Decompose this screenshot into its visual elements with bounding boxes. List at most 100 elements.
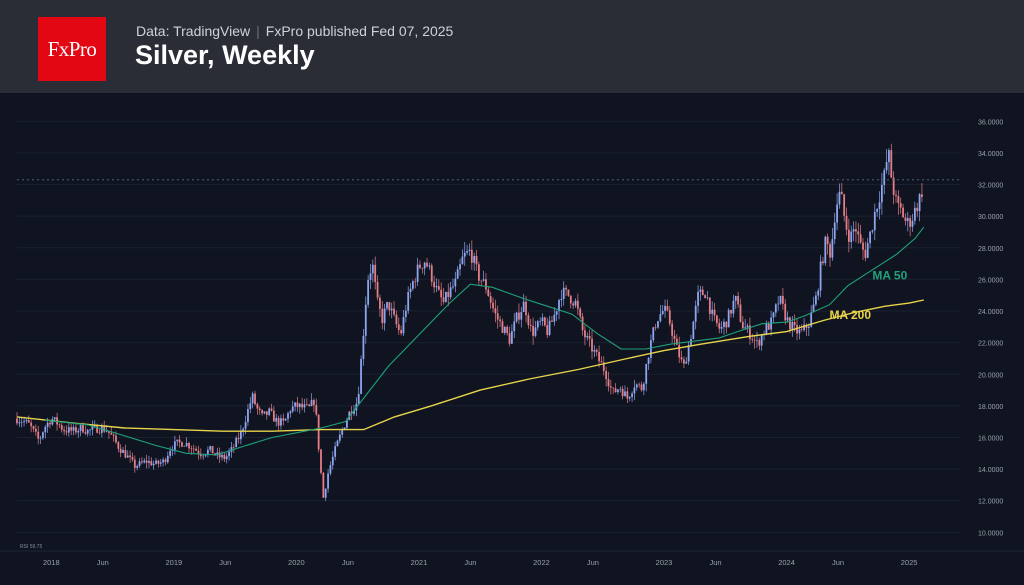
candle-down (614, 388, 617, 393)
candle-up (171, 450, 174, 451)
candle-up (746, 325, 749, 328)
candle-up (555, 311, 558, 315)
candle-down (741, 321, 744, 329)
candle-down (308, 404, 311, 406)
x-tick-label: 2023 (656, 558, 673, 567)
candle-up (772, 312, 775, 318)
price-chart[interactable]: 10.0000 12.0000 14.0000 16.0000 18.0000 20.00… (0, 93, 1024, 585)
candle-up (371, 264, 374, 274)
candle-up (876, 208, 879, 212)
candle-down (671, 323, 674, 336)
candle-up (650, 340, 652, 358)
candle-down (800, 329, 803, 331)
x-tick-label: 2020 (288, 558, 305, 567)
candle-up (324, 488, 327, 498)
x-tick-label: Jun (832, 558, 844, 567)
candle-up (548, 320, 551, 335)
candle-down (822, 261, 824, 264)
candle-down (683, 359, 685, 364)
header-bar: FxPro Data: TradingView | FxPro published … (0, 0, 1024, 93)
candle-down (753, 339, 756, 341)
candle-down (211, 446, 214, 454)
candle-up (341, 429, 344, 435)
candle-up (249, 403, 252, 410)
candle-down (475, 255, 478, 265)
grid (0, 120, 1024, 552)
x-tick-label: Jun (97, 558, 109, 567)
candle-up (230, 446, 233, 452)
y-tick-label: 30.0000 (978, 214, 1003, 221)
candle-down (673, 335, 676, 339)
candle-up (631, 393, 633, 398)
candle-up (428, 265, 431, 267)
candle-up (209, 446, 212, 450)
candle-down (529, 325, 532, 326)
candle-up (664, 305, 666, 311)
candle-down (400, 330, 403, 334)
candle-down (847, 229, 850, 242)
candle-down (96, 425, 99, 433)
candle-up (364, 304, 367, 336)
candle-up (89, 429, 91, 431)
x-axis: 2018 Jun 2019 Jun 2020 Jun 2021 Jun 2022 Jun 2023 J… (43, 558, 917, 567)
candle-down (758, 340, 761, 346)
candle-down (157, 460, 160, 464)
candle-up (727, 310, 730, 328)
candle-down (296, 402, 299, 408)
candle-down (218, 452, 221, 458)
candle-down (607, 379, 610, 387)
candle-up (906, 218, 909, 222)
candle-up (346, 420, 348, 428)
candle-down (393, 308, 395, 315)
candle-down (395, 314, 398, 325)
candle-up (23, 421, 25, 423)
candle-down (70, 427, 73, 431)
candle-up (329, 465, 332, 474)
candle-down (508, 333, 511, 344)
candle-up (79, 425, 82, 431)
candle-down (232, 446, 235, 448)
candle-up (122, 449, 124, 453)
candle-down (518, 312, 520, 320)
candle-down (598, 351, 600, 362)
candle-up (852, 229, 855, 232)
candle-up (404, 310, 407, 318)
candle-up (562, 287, 565, 299)
candle-up (510, 331, 513, 344)
candle-down (678, 344, 681, 358)
candle-up (409, 288, 412, 293)
candle-down (595, 349, 598, 352)
ma50-line (45, 226, 925, 456)
candle-up (221, 454, 223, 458)
candle-down (30, 422, 33, 427)
candle-up (734, 296, 737, 301)
candle-up (51, 419, 54, 425)
candle-down (713, 309, 716, 316)
candle-down (58, 424, 61, 426)
candle-up (541, 317, 544, 322)
candle-up (435, 286, 438, 288)
candle-down (843, 194, 846, 216)
candle-down (485, 279, 487, 290)
candle-down (916, 207, 919, 212)
candle-down (487, 289, 490, 297)
candle-down (909, 218, 912, 227)
candle-down (718, 323, 721, 329)
candle-up (155, 460, 157, 464)
candle-down (237, 438, 240, 440)
candle-down (602, 362, 605, 371)
candle-up (814, 295, 817, 305)
candle-up (176, 439, 179, 442)
candle-up (67, 427, 70, 433)
candle-down (921, 194, 923, 197)
candle-up (298, 403, 301, 408)
candle-down (305, 404, 308, 405)
candle-down (612, 387, 615, 389)
candle-down (845, 215, 848, 230)
candle-down (16, 418, 18, 424)
candle-down (826, 236, 829, 245)
candle-up (642, 383, 645, 391)
candle-up (513, 321, 516, 332)
candle-up (360, 358, 362, 394)
candle-up (185, 443, 188, 447)
